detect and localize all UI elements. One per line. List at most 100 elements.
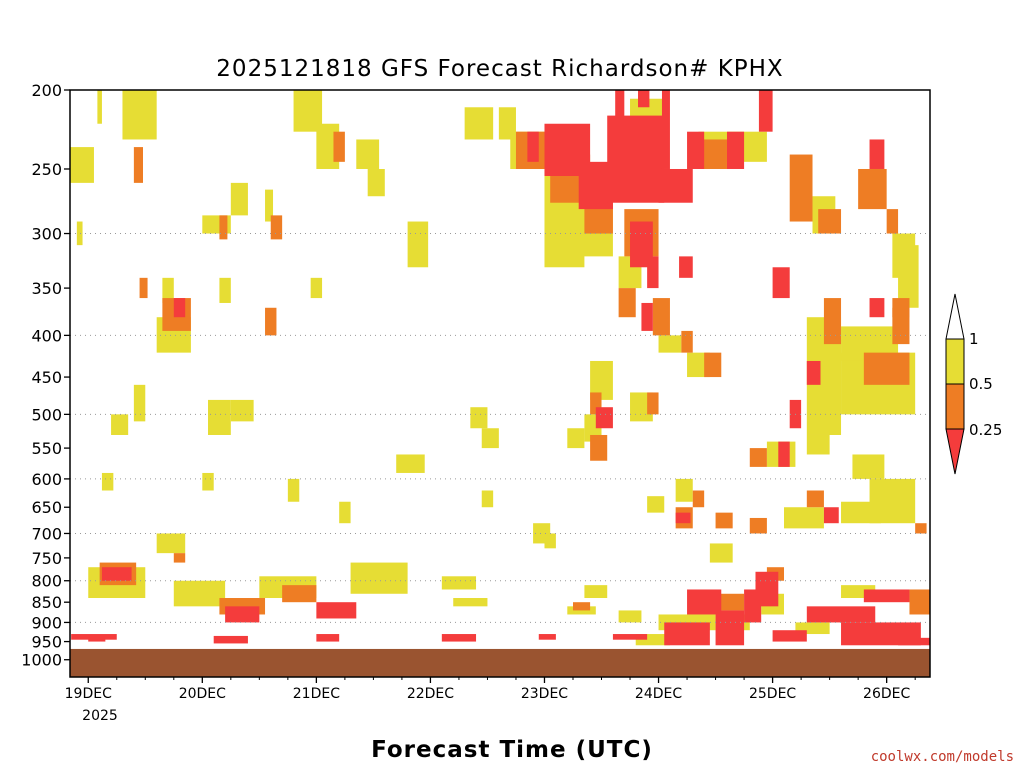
richardson-cell (823, 507, 839, 524)
richardson-cell (784, 507, 824, 529)
richardson-cell (481, 490, 494, 508)
richardson-cell (441, 576, 477, 590)
richardson-cell (265, 307, 277, 336)
richardson-cell (852, 454, 885, 479)
richardson-cell (122, 90, 157, 140)
richardson-cell (225, 606, 260, 623)
x-tick-label: 21DEC (293, 686, 340, 702)
richardson-cell (356, 139, 380, 169)
y-tick-label: 600 (31, 470, 62, 489)
richardson-cell (173, 553, 186, 563)
richardson-cell (692, 490, 705, 508)
x-tick-label: 22DEC (407, 686, 454, 702)
legend-level-0-25: 0.25 (969, 421, 1002, 439)
richardson-cell (498, 107, 516, 140)
richardson-cell (156, 533, 186, 554)
y-tick-label: 1000 (21, 651, 62, 670)
y-tick-label: 850 (31, 593, 62, 612)
richardson-cell (293, 90, 323, 132)
richardson-cell (704, 352, 722, 378)
richardson-cell (407, 221, 429, 268)
richardson-cell (101, 472, 114, 491)
y-tick-label: 950 (31, 633, 62, 652)
richardson-cell (679, 256, 693, 278)
richardson-cell (823, 298, 842, 345)
credit-text[interactable]: coolwx.com/models (871, 749, 1014, 765)
richardson-cell (715, 593, 745, 611)
richardson-cell (726, 131, 745, 169)
legend-bin-yellow (945, 338, 965, 385)
richardson-cell (909, 589, 930, 615)
richardson-cell (219, 277, 231, 303)
richardson-cell (282, 585, 317, 603)
richardson-cell (898, 245, 919, 308)
richardson-cell (898, 637, 930, 646)
richardson-cell (481, 428, 499, 449)
richardson-cell (615, 90, 625, 140)
richardson-cell (863, 352, 910, 385)
richardson-cell (675, 512, 691, 524)
richardson-cell (441, 634, 477, 642)
richardson-cell (715, 512, 733, 529)
richardson-cell (658, 168, 693, 203)
x-tick-label: 19DEC (65, 686, 112, 702)
legend-level-0-5: 0.5 (969, 375, 993, 393)
richardson-cell (97, 90, 102, 124)
richardson-cell (863, 589, 910, 603)
chart-title: 2025121818 GFS Forecast Richardson# KPHX (216, 56, 783, 82)
richardson-cell (772, 630, 807, 642)
richardson-cell (915, 523, 927, 534)
richardson-cell (111, 414, 129, 435)
richardson-cell (687, 589, 722, 615)
richardson-cell (101, 567, 132, 581)
richardson-cell (287, 478, 300, 502)
richardson-cell (162, 277, 174, 303)
richardson-cell (339, 501, 351, 524)
richardson-cell (584, 585, 608, 599)
richardson-cell (818, 209, 842, 234)
richardson-cell (76, 221, 83, 246)
y-tick-label: 900 (31, 613, 62, 632)
richardson-cell (527, 131, 539, 162)
richardson-cell (208, 399, 231, 435)
richardson-cell (595, 407, 613, 429)
legend-bin-red (945, 428, 965, 475)
richardson-cell (709, 543, 733, 563)
y-tick-label: 550 (31, 439, 62, 458)
richardson-cell (858, 168, 887, 210)
y-tick-label: 300 (31, 225, 62, 244)
richardson-cell (310, 277, 323, 299)
y-tick-label: 650 (31, 498, 62, 517)
richardson-cell (538, 634, 556, 640)
richardson-cell (590, 360, 613, 400)
richardson-cell (664, 622, 710, 646)
y-tick-label: 500 (31, 405, 62, 424)
surface-layer-cells (71, 567, 930, 646)
y-tick-label: 800 (31, 572, 62, 591)
x-tick-label: 24DEC (635, 686, 682, 702)
x-tick-label: 23DEC (521, 686, 568, 702)
richardson-cell (869, 139, 885, 169)
y-tick-label: 250 (31, 160, 62, 179)
richardson-cell (139, 277, 148, 299)
richardson-cell (647, 392, 659, 415)
richardson-cell (567, 428, 585, 449)
x-axis-label: Forecast Time (UTC) (371, 737, 653, 763)
x-tick-label: 26DEC (863, 686, 910, 702)
richardson-cell (213, 635, 248, 644)
grid-lines (70, 233, 930, 623)
richardson-cell (572, 602, 591, 611)
x-tick-label: 20DEC (179, 686, 226, 702)
plot-frame (69, 89, 931, 678)
richardson-cell (758, 90, 773, 132)
richardson-cell (367, 168, 385, 197)
richardson-cell (749, 517, 767, 534)
richardson-cell (173, 580, 226, 607)
richardson-cell (841, 501, 881, 524)
x-axis: 19DEC 20DEC 21DEC 22DEC 23DEC 24DEC 25DEC 26DEC (65, 677, 916, 702)
richardson-cell (715, 610, 745, 646)
legend-bin-orange (945, 383, 965, 430)
richardson-cell (641, 302, 653, 331)
richardson-cell (133, 384, 146, 422)
